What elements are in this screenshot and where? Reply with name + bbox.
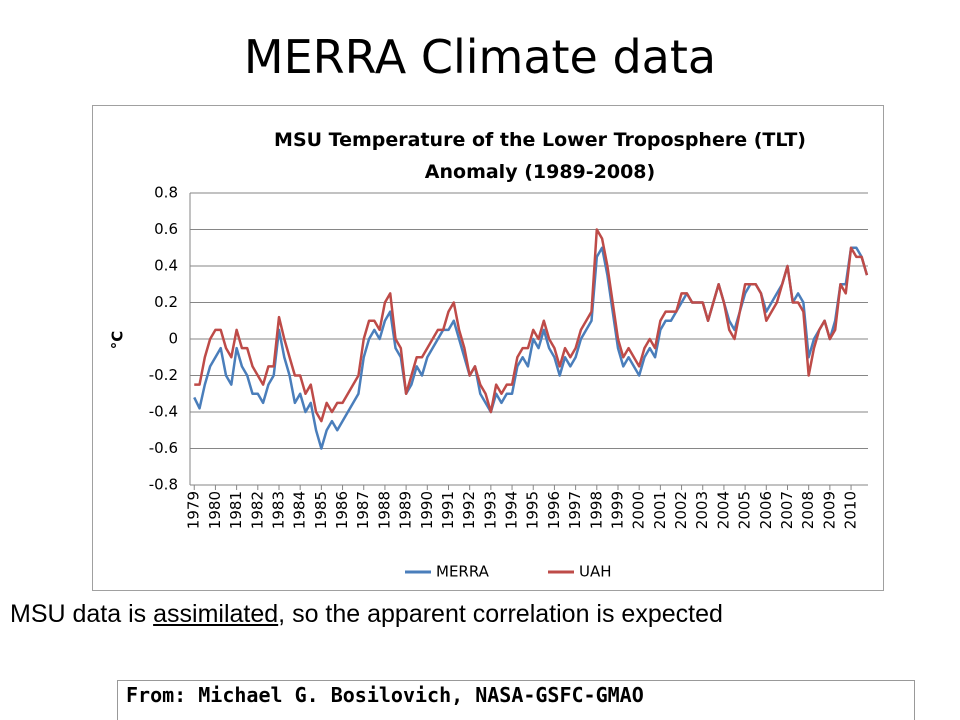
x-tick-label: 1988 <box>375 491 393 529</box>
caption-text: MSU data is <box>10 600 154 628</box>
series-line <box>193 246 869 450</box>
x-tick-label: 1979 <box>185 491 203 529</box>
x-tick-label: 1982 <box>248 491 266 529</box>
x-tick-label: 2003 <box>693 491 711 529</box>
x-tick-label: 1989 <box>397 491 415 529</box>
x-tick-label: 1993 <box>481 491 499 529</box>
y-tick-label: -0.6 <box>149 439 178 457</box>
x-tick-label: 1998 <box>587 491 605 529</box>
legend-label: UAH <box>579 563 612 581</box>
x-tick-label: 2006 <box>757 491 775 529</box>
y-tick-label: 0 <box>168 330 178 348</box>
y-tick-label: -0.4 <box>149 403 178 421</box>
x-tick-label: 1984 <box>291 491 309 529</box>
x-tick-label: 1981 <box>227 491 245 529</box>
legend-label: MERRA <box>436 563 490 581</box>
x-tick-label: 1986 <box>333 491 351 529</box>
x-tick-label: 1995 <box>524 491 542 529</box>
x-tick-label: 1999 <box>608 491 626 529</box>
series-line <box>194 228 869 423</box>
x-tick-label: 1992 <box>460 491 478 529</box>
x-tick-label: 2009 <box>820 491 838 529</box>
chart-title: MSU Temperature of the Lower Troposphere… <box>274 129 806 183</box>
x-tick-label: 2010 <box>842 491 860 529</box>
x-tick-label: 1983 <box>269 491 287 529</box>
source: From: Michael G. Bosilovich, NASA-GSFC-G… <box>117 680 915 720</box>
x-tick-label: 1987 <box>354 491 372 529</box>
caption-text: , so the apparent correlation is expecte… <box>278 600 723 628</box>
y-tick-label: 0.6 <box>154 220 178 238</box>
y-tick-label: -0.8 <box>149 476 178 494</box>
x-tick-label: 1994 <box>503 491 521 529</box>
x-tick-label: 1985 <box>312 491 330 529</box>
y-tick-label: 0.8 <box>154 184 178 202</box>
x-tick-label: 2002 <box>672 491 690 529</box>
chart-frame <box>92 105 884 591</box>
x-tick-label: 1980 <box>206 491 224 529</box>
x-tick-label: 2005 <box>736 491 754 529</box>
slide-title: MERRA Climate data <box>243 30 717 84</box>
y-tick-label: 0.2 <box>154 293 178 311</box>
x-tick-label: 2007 <box>778 491 796 529</box>
x-tick-label: 1996 <box>545 491 563 529</box>
y-axis-label: °C <box>109 331 127 350</box>
x-tick-label: 2001 <box>651 491 669 529</box>
x-tick-label: 2004 <box>714 491 732 529</box>
x-tick-label: 2008 <box>799 491 817 529</box>
x-tick-label: 1991 <box>439 491 457 529</box>
y-tick-label: 0.4 <box>154 257 178 275</box>
y-tick-label: -0.2 <box>149 366 178 384</box>
x-tick-label: 1997 <box>566 491 584 529</box>
caption-underlined: assimilated <box>153 600 279 628</box>
x-tick-label: 1990 <box>418 491 436 529</box>
caption: MSU data is assimilated, so the apparent… <box>10 600 723 629</box>
x-tick-label: 2000 <box>630 491 648 529</box>
